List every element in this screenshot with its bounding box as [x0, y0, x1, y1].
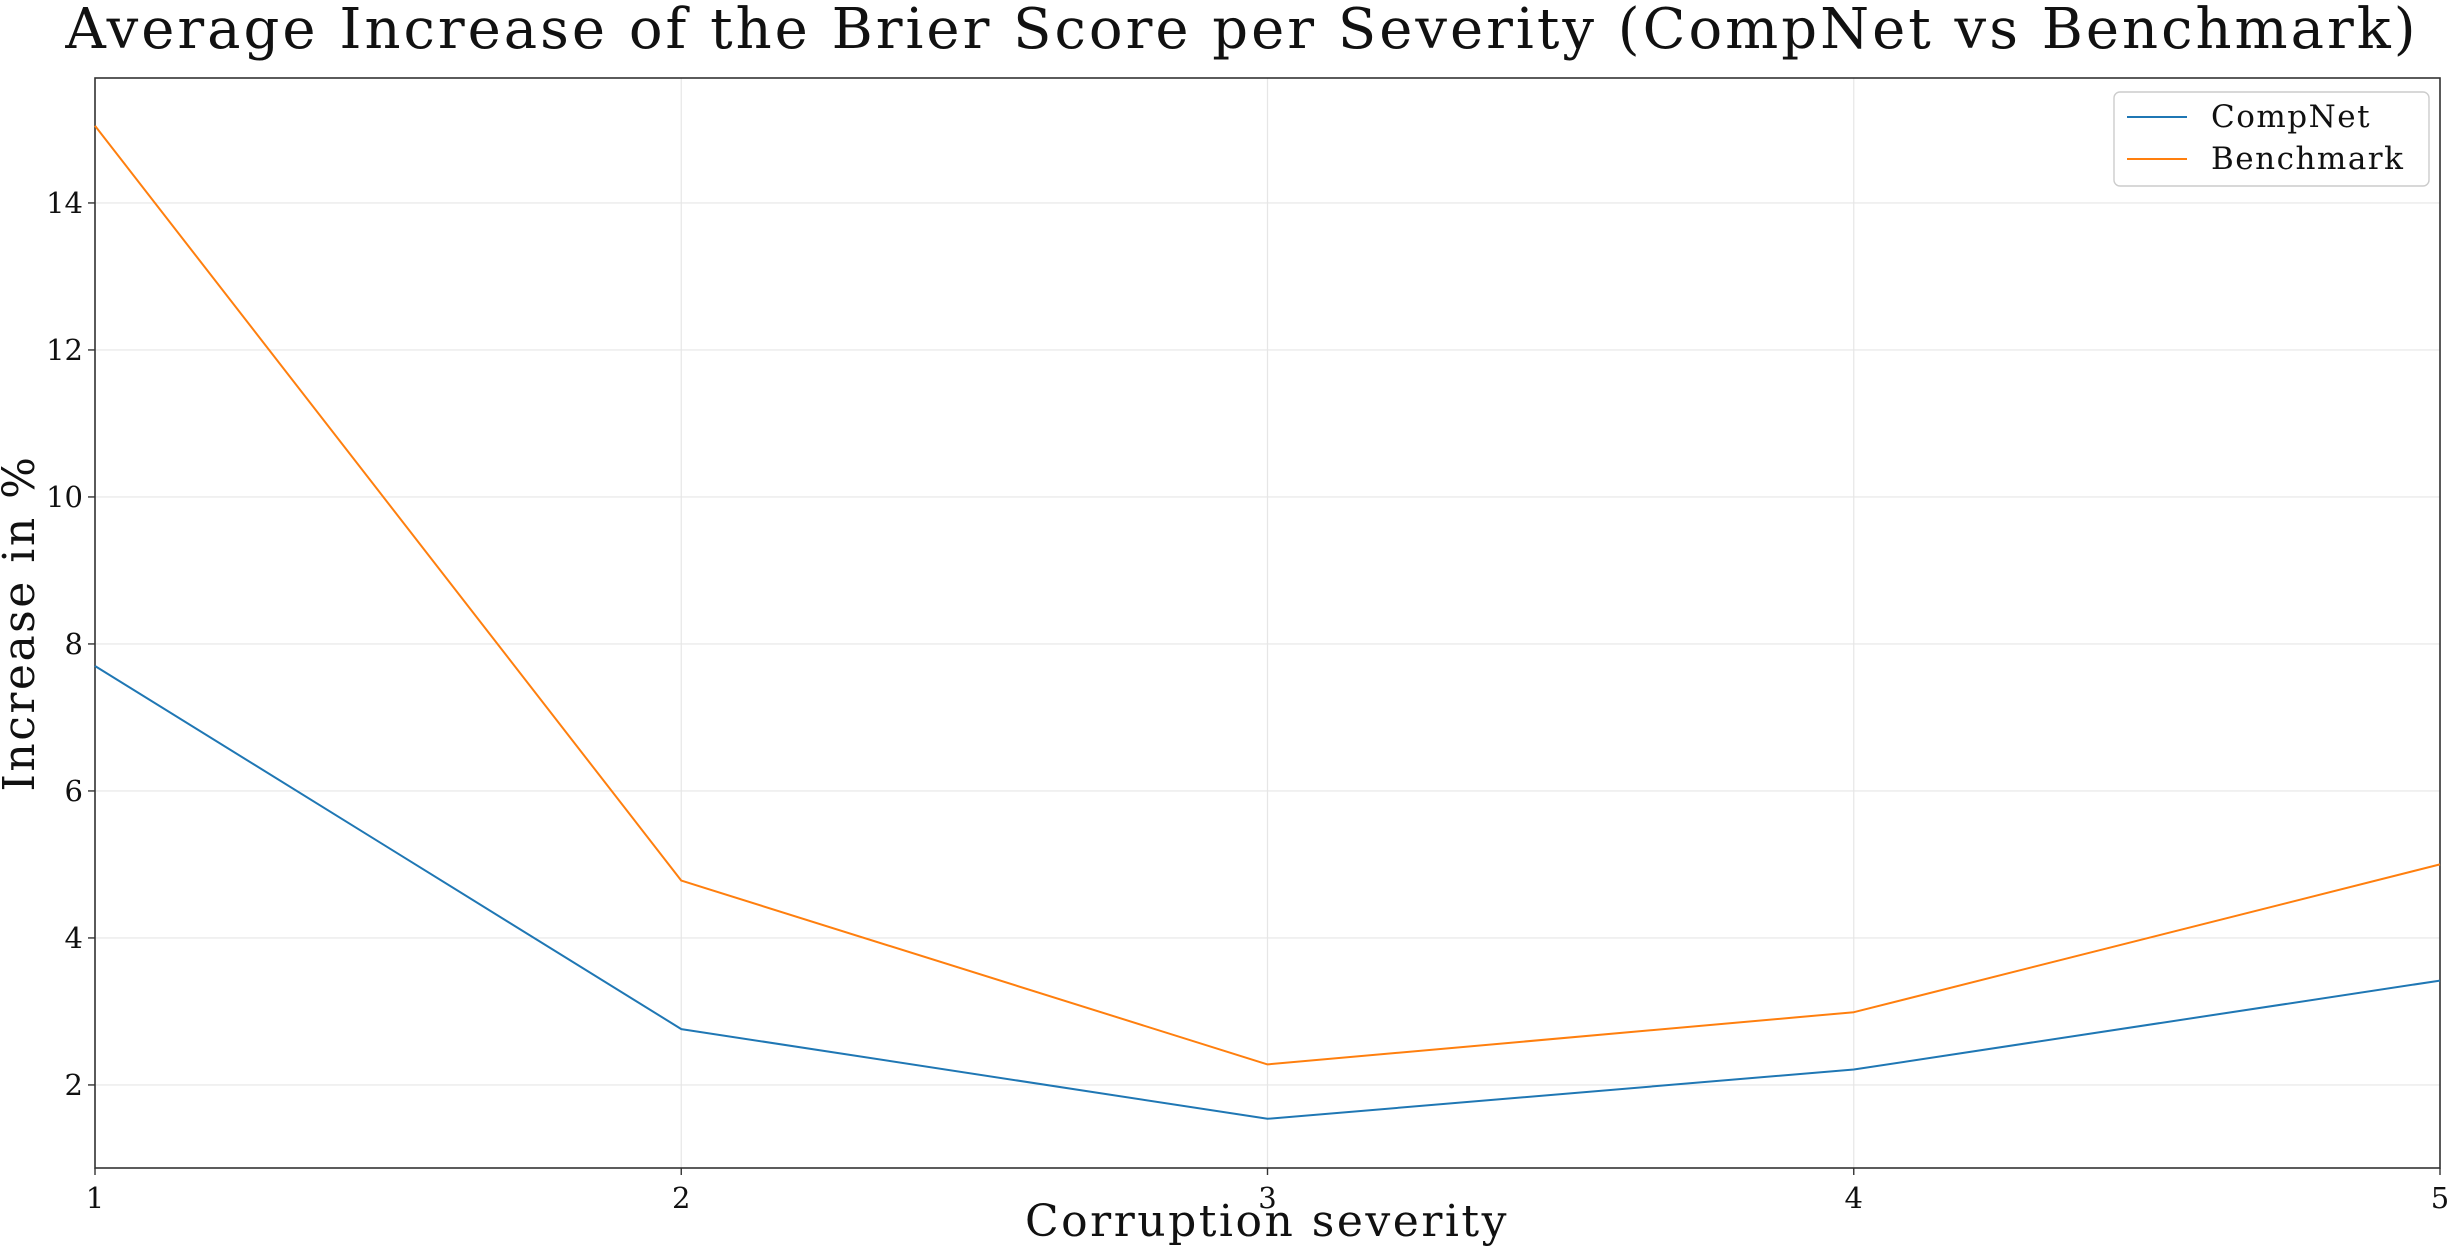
series-layer [94, 125, 2441, 1120]
series-line-compnet [94, 665, 2441, 1120]
x-tick-label: 3 [1258, 1181, 1276, 1215]
y-tick-label: 6 [65, 774, 83, 808]
x-axis-label: Corruption severity [1025, 1196, 1509, 1247]
chart-title: Average Increase of the Brier Score per … [64, 0, 2418, 62]
legend-label-benchmark: Benchmark [2211, 141, 2404, 177]
y-tick-label: 14 [46, 186, 83, 220]
x-tick-label: 2 [672, 1181, 690, 1215]
y-axis-label: Increase in % [0, 455, 45, 792]
legend-label-compnet: CompNet [2211, 99, 2371, 135]
x-tick-label: 4 [1845, 1181, 1863, 1215]
x-tick-label: 1 [86, 1181, 104, 1215]
legend: CompNet Benchmark [2113, 91, 2430, 187]
y-tick-label: 12 [46, 333, 83, 367]
y-tick-label: 4 [65, 921, 83, 955]
series-line-benchmark [94, 125, 2441, 1066]
y-tick-label: 8 [65, 627, 83, 661]
x-tick-label: 5 [2431, 1181, 2449, 1215]
y-tick-label: 10 [46, 480, 83, 514]
y-tick-label: 2 [65, 1068, 83, 1102]
legend-box [2113, 91, 2430, 187]
grid-layer [94, 78, 2441, 1168]
